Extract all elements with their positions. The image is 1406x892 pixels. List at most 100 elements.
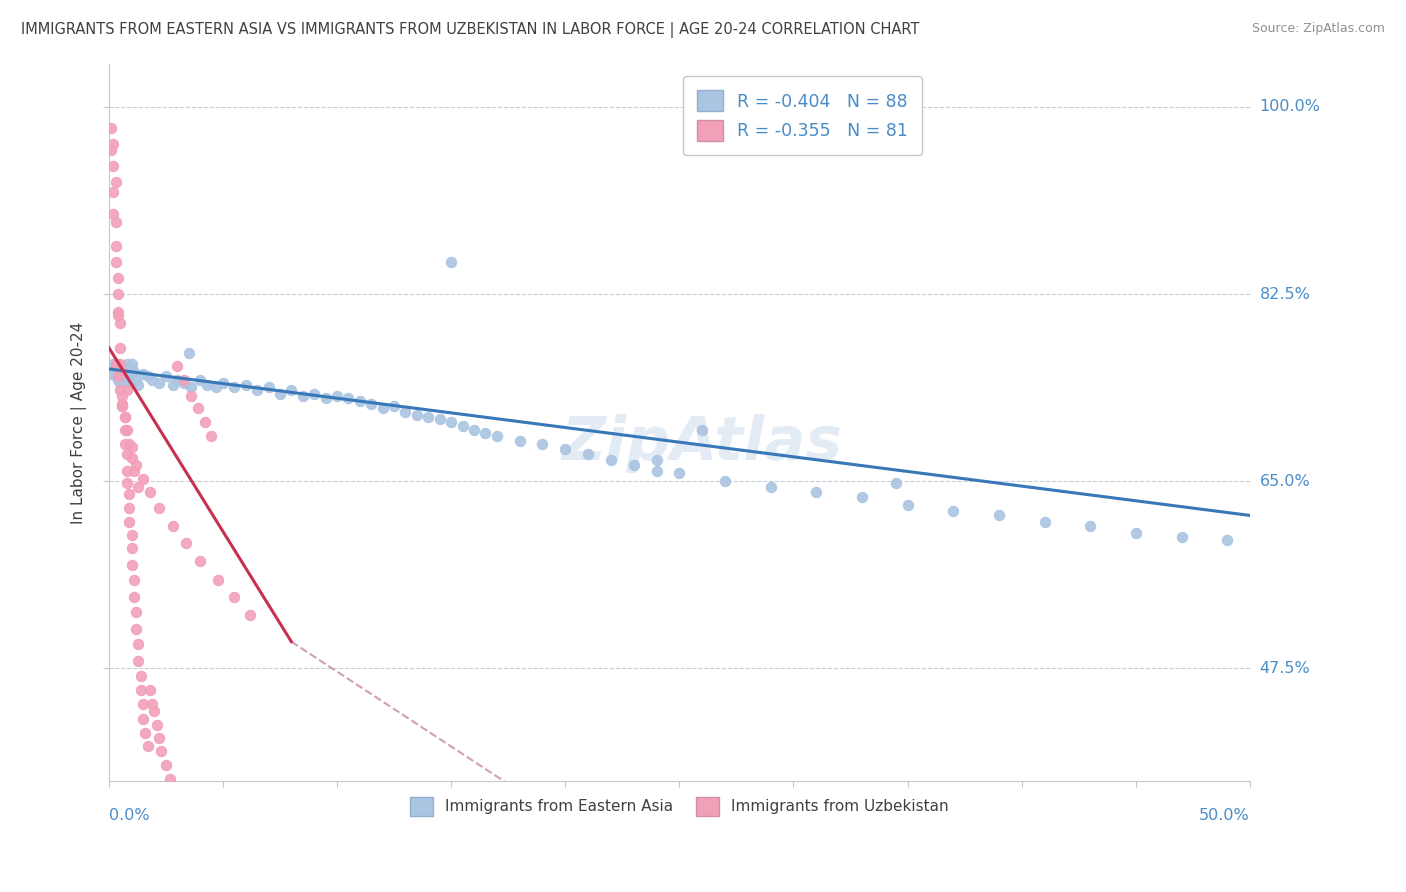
Point (155, 369, 177, 384)
Point (115, 463, 138, 477)
Point (134, 725, 156, 739)
Point (132, 368, 155, 382)
Point (224, 380, 246, 394)
Point (239, 607, 262, 622)
Point (576, 447, 599, 461)
Point (485, 429, 508, 443)
Point (132, 472, 155, 486)
Point (107, 305, 129, 319)
Point (125, 373, 148, 387)
Point (463, 423, 485, 437)
Point (108, 376, 131, 390)
Point (104, 255, 127, 269)
Text: Source: ZipAtlas.com: Source: ZipAtlas.com (1251, 22, 1385, 36)
Point (136, 739, 159, 754)
Point (246, 384, 269, 398)
Point (280, 384, 302, 398)
Point (125, 458, 148, 472)
Point (103, 207, 125, 221)
Point (114, 373, 136, 387)
Point (136, 369, 159, 384)
Point (474, 426, 496, 441)
Point (690, 423, 713, 437)
Point (269, 386, 291, 401)
Point (122, 573, 145, 587)
Point (1078, 519, 1101, 533)
Text: 47.5%: 47.5% (1260, 661, 1310, 676)
Point (115, 357, 138, 371)
Text: IMMIGRANTS FROM EASTERN ASIA VS IMMIGRANTS FROM UZBEKISTAN IN LABOR FORCE | AGE : IMMIGRANTS FROM EASTERN ASIA VS IMMIGRAN… (21, 22, 920, 38)
Point (108, 359, 131, 373)
Point (150, 744, 173, 758)
Point (118, 515, 141, 529)
Point (623, 458, 645, 472)
Point (122, 463, 145, 477)
Point (108, 357, 131, 371)
Point (111, 400, 134, 414)
Point (451, 418, 474, 433)
Point (122, 365, 145, 379)
Point (108, 384, 131, 398)
Point (315, 391, 337, 405)
Point (176, 536, 198, 550)
Point (155, 757, 177, 772)
Point (111, 365, 134, 379)
Point (207, 573, 229, 587)
Point (371, 401, 394, 416)
Point (108, 341, 131, 355)
Point (406, 408, 429, 422)
Point (187, 401, 209, 416)
Point (145, 718, 167, 732)
Text: 0.0%: 0.0% (108, 808, 149, 823)
Point (554, 442, 576, 456)
Point (111, 362, 134, 376)
Point (127, 479, 149, 493)
Point (100, 368, 122, 382)
Point (418, 410, 440, 425)
Point (714, 474, 737, 488)
Point (302, 386, 325, 401)
Point (139, 484, 162, 499)
Point (118, 487, 141, 501)
Point (599, 452, 621, 467)
Point (127, 378, 149, 392)
Point (141, 697, 163, 711)
Point (291, 389, 314, 403)
Point (114, 365, 136, 379)
Point (122, 590, 145, 604)
Point (118, 376, 141, 390)
Point (127, 654, 149, 668)
Point (195, 378, 218, 392)
Point (108, 316, 131, 330)
Point (166, 359, 188, 373)
Point (132, 697, 155, 711)
Point (162, 378, 184, 392)
Point (440, 255, 463, 269)
Point (104, 369, 127, 384)
Legend: Immigrants from Eastern Asia, Immigrants from Uzbekistan: Immigrants from Eastern Asia, Immigrants… (402, 789, 956, 823)
Point (100, 121, 122, 136)
Point (212, 376, 235, 390)
Point (103, 186, 125, 200)
Point (114, 423, 136, 437)
Point (942, 504, 965, 518)
Y-axis label: In Labor Force | Age 20-24: In Labor Force | Age 20-24 (72, 321, 87, 524)
Point (104, 357, 127, 371)
Point (668, 466, 690, 480)
Point (148, 731, 170, 745)
Point (103, 357, 125, 371)
Point (235, 378, 257, 392)
Point (100, 143, 122, 157)
Point (806, 484, 828, 499)
Text: 100.0%: 100.0% (1260, 99, 1320, 114)
Point (180, 380, 202, 394)
Point (645, 463, 668, 477)
Point (326, 389, 349, 403)
Point (382, 400, 405, 414)
Point (121, 440, 143, 454)
Point (166, 373, 188, 387)
Point (143, 704, 166, 718)
Text: ZipAtlas: ZipAtlas (562, 415, 842, 474)
Point (531, 437, 554, 451)
Point (200, 429, 222, 443)
